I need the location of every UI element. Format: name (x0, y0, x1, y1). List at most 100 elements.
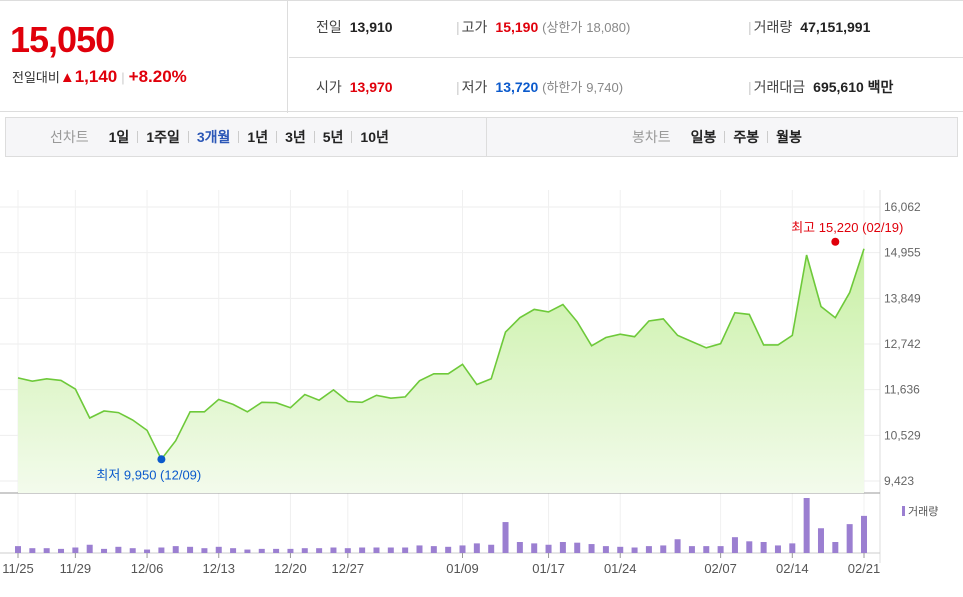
y-tick-label: 10,529 (884, 428, 921, 442)
price-change: 전일대비▲1,140 | +8.20% (12, 67, 187, 86)
line-chart-periods: 선차트 1일 1주일 3개월 1년 3년 5년 10년 (50, 118, 397, 156)
volume-bar (316, 548, 323, 553)
up-arrow-icon: ▲ (59, 69, 75, 86)
volume-bar (703, 546, 710, 553)
price-box: 15,050 전일대비▲1,140 | +8.20% (0, 1, 288, 113)
volume-bar (488, 544, 495, 553)
volume-bar (387, 547, 394, 553)
volume-bar (144, 549, 151, 553)
period-button-4[interactable]: 3년 (276, 130, 314, 144)
open-price: 시가 13,970 (316, 79, 393, 95)
period-button-3[interactable]: 1년 (238, 130, 276, 144)
x-tick-label: 02/07 (704, 561, 737, 576)
volume-bar (43, 548, 50, 553)
period-button-2[interactable]: 3개월 (187, 130, 239, 144)
volume-bar (330, 547, 337, 553)
period-button-0[interactable]: 1일 (108, 129, 130, 145)
candle-button-2[interactable]: 월봉 (767, 130, 810, 144)
volume-bar (129, 548, 136, 553)
volume-bar (832, 542, 839, 553)
volume-bar (645, 546, 652, 553)
volume-bar (15, 546, 21, 553)
price-chart: 16,062 14,955 13,849 12,742 11,636 10,529 9,42… (0, 190, 938, 576)
volume-bar (746, 541, 753, 553)
line-chart-title: 선차트 (50, 129, 89, 145)
candle-chart-title: 봉차트 (632, 129, 671, 145)
volume-bar (631, 547, 638, 553)
volume-bar (574, 542, 581, 553)
volume-bar (172, 546, 179, 553)
volume-bar (416, 545, 423, 553)
volume-bar (846, 524, 853, 553)
volume-bar (201, 548, 208, 553)
period-selector: 선차트 1일 1주일 3개월 1년 3년 5년 10년 봉차트 일봉 주봉 월봉 (5, 117, 958, 157)
volume-bar (244, 549, 251, 553)
period-button-5[interactable]: 5년 (313, 130, 352, 144)
candle-button-0[interactable]: 일봉 (690, 129, 717, 145)
x-tick-label: 01/17 (532, 561, 565, 576)
volume-bar (215, 546, 222, 553)
volume-bar (545, 544, 552, 553)
x-tick-label: 11/25 (2, 561, 34, 576)
volume-bar (803, 498, 810, 553)
x-tick-label: 01/09 (446, 561, 479, 576)
volume-bar (516, 542, 523, 553)
volume-bar (344, 548, 351, 553)
volume-bar (760, 542, 767, 553)
volume-bar (373, 547, 380, 553)
volume-bar (588, 544, 595, 553)
volume-bar (774, 545, 781, 553)
x-tick-label: 12/13 (202, 561, 235, 576)
quote-summary: 15,050 전일대비▲1,140 | +8.20% 전일 13,910 | 고가 15,… (0, 0, 963, 113)
high-marker (831, 237, 840, 246)
volume: | 거래량 47,151,991 (748, 19, 871, 35)
volume-bar (789, 543, 796, 553)
volume-bar (29, 548, 36, 553)
volume-legend: 거래량 (908, 505, 938, 518)
period-button-1[interactable]: 1주일 (137, 130, 188, 144)
volume-bar (359, 547, 366, 553)
trade-value: | 거래대금 695,610 백만 (748, 79, 894, 95)
x-tick-label: 12/06 (131, 561, 164, 576)
volume-bar (717, 546, 724, 553)
high-price: | 고가 15,190 (상한가 18,080) (456, 19, 631, 35)
candle-button-1[interactable]: 주봉 (724, 130, 767, 144)
x-tick-label: 11/29 (60, 561, 92, 576)
volume-bar (402, 547, 409, 553)
volume-bar (230, 548, 237, 553)
volume-bar (861, 515, 867, 553)
volume-bar (531, 543, 538, 553)
change-amount: 1,140 (74, 67, 118, 86)
volume-bar (473, 543, 480, 553)
prev-close: 전일 13,910 (316, 19, 393, 35)
y-tick-label: 16,062 (884, 200, 921, 214)
volume-bar (445, 546, 452, 553)
volume-bar (72, 547, 79, 553)
volume-bar (158, 547, 165, 553)
low-marker (157, 455, 166, 464)
volume-bar (430, 546, 437, 553)
volume-bar (674, 539, 681, 553)
volume-bar (617, 546, 624, 553)
volume-bar (101, 548, 108, 553)
volume-bar (459, 545, 466, 553)
price-area (18, 248, 864, 493)
x-tick-label: 02/21 (848, 561, 881, 576)
y-tick-label: 9,423 (884, 474, 914, 488)
volume-bar (287, 548, 294, 553)
volume-bar (660, 545, 667, 553)
volume-bar (688, 546, 695, 553)
x-tick-label: 12/27 (332, 561, 365, 576)
change-label: 전일대비 (12, 70, 60, 85)
x-tick-label: 12/20 (274, 561, 307, 576)
volume-bar (731, 537, 738, 553)
volume-bar (559, 542, 566, 553)
period-button-6[interactable]: 10년 (351, 130, 396, 144)
volume-bar (817, 528, 824, 553)
volume-bar (258, 548, 265, 553)
volume-bar (86, 544, 93, 553)
volume-bar (58, 548, 65, 553)
price-line (17, 248, 865, 461)
candle-chart-periods: 봉차트 일봉 주봉 월봉 (632, 118, 810, 156)
y-tick-label: 14,955 (884, 246, 921, 260)
